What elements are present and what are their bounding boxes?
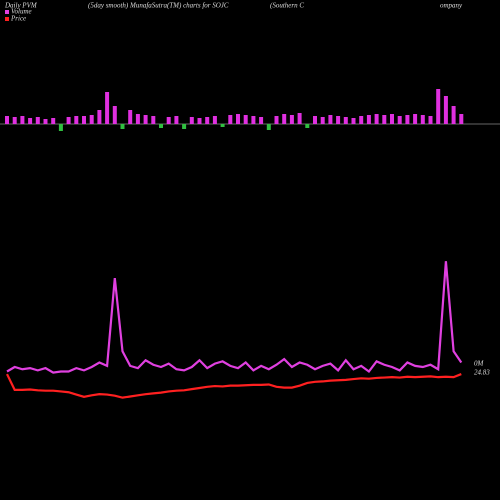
bar [282,114,287,124]
bar [74,116,79,124]
bar [205,117,210,124]
bar [420,115,425,124]
bar [390,114,394,124]
legend-label: Price [10,15,26,23]
bar [405,115,410,124]
price-label: 24.83 [474,369,490,377]
bar [228,115,233,124]
bar [236,114,240,124]
bar [5,116,9,124]
line [6,261,463,374]
bar [105,92,110,124]
bar [351,118,356,124]
bar [459,114,464,124]
bar [220,124,225,127]
bar [266,124,271,130]
bar [289,115,294,124]
bar [135,114,140,124]
bar [182,124,187,129]
bar [43,119,48,124]
bar [243,115,248,124]
bar [274,116,279,124]
title-part: ompany [440,2,463,10]
bar [58,124,63,131]
bar [166,117,171,124]
bar [428,116,433,124]
bar [28,118,33,124]
bar [120,124,125,129]
bar [397,116,402,124]
bar [313,116,317,124]
bar [128,110,133,124]
bar [197,118,202,124]
volume-label: 0M [474,360,485,368]
bar [436,89,441,124]
bar [443,96,448,124]
bar [20,116,25,124]
bar [328,115,333,124]
bar [251,116,256,124]
legend-swatch [5,17,9,21]
bar [336,116,341,124]
bar [451,106,456,124]
bar [82,116,86,124]
bar [212,116,217,124]
bar [359,116,364,124]
bar [151,116,156,124]
bar [66,117,71,124]
bar [413,114,418,124]
title-part: (Southern C [270,2,304,10]
bar [320,117,325,124]
bar [374,114,379,124]
bar [174,116,179,124]
bar [343,117,348,124]
bar [366,115,371,124]
title-part: Daily PVM [4,2,38,10]
bar [51,118,56,124]
bar [189,117,194,124]
bar [143,115,148,124]
bar [12,117,17,124]
bar [89,115,94,124]
title-part: (5day smooth) MunafaSutra(TM) charts for… [88,2,229,10]
bar [305,124,310,128]
legend-swatch [5,10,9,14]
legend-label: Volume [11,8,32,16]
bar [382,115,387,124]
bar [112,106,117,124]
bar [159,124,163,128]
bar [297,113,302,124]
bar [97,110,102,124]
bar [35,117,40,124]
bar [259,117,264,124]
line [6,373,462,399]
